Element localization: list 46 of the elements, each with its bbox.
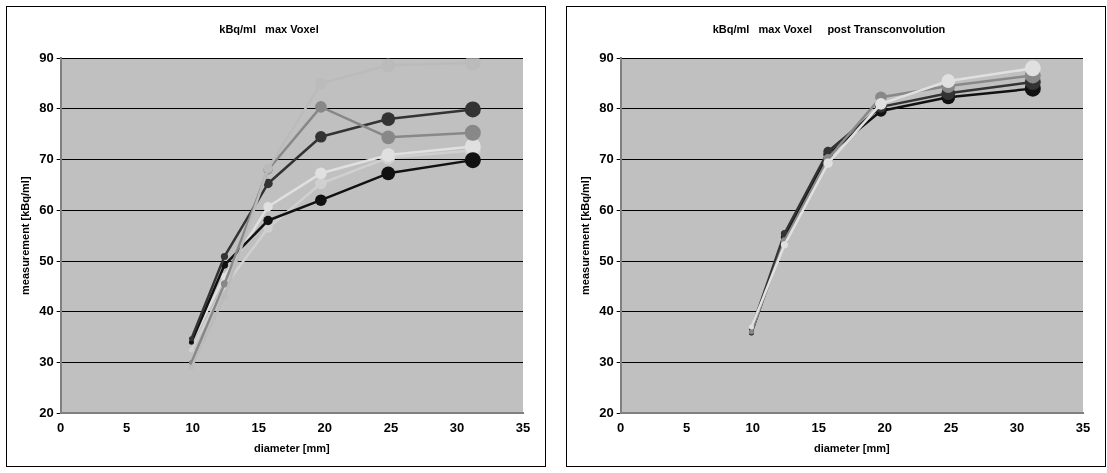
- y-tick-label: 80: [39, 100, 54, 116]
- x-tick-label: 5: [683, 419, 691, 435]
- y-tick-label: 20: [39, 404, 54, 420]
- point: [263, 202, 273, 212]
- point: [315, 131, 327, 143]
- x-axis-title: diameter [mm]: [813, 442, 891, 455]
- point: [263, 215, 273, 226]
- y-tick-label: 50: [599, 252, 614, 268]
- y-tick-label: 30: [39, 354, 54, 370]
- y-tick-label: 60: [599, 201, 614, 217]
- y-tick-label: 80: [599, 100, 614, 116]
- y-tick-label: 70: [39, 151, 54, 167]
- x-tick-label: 0: [617, 419, 625, 435]
- y-tick-label: 60: [39, 201, 54, 217]
- chart-title: kBq/ml max Voxel post Transconvolution: [712, 22, 946, 35]
- x-tick-label: 0: [57, 419, 65, 435]
- chart-title: kBq/ml max Voxel: [219, 22, 319, 35]
- x-tick-label: 20: [877, 419, 893, 435]
- y-tick-label: 70: [599, 151, 614, 167]
- x-tick-label: 15: [811, 419, 827, 435]
- x-tick-label: 35: [515, 419, 531, 435]
- y-tick-label: 90: [599, 49, 614, 65]
- x-tick-label: 25: [383, 419, 399, 435]
- y-tick-label: 30: [599, 354, 614, 370]
- x-tick-label: 15: [251, 419, 267, 435]
- point: [823, 158, 833, 168]
- point: [315, 101, 327, 113]
- x-tick-label: 10: [745, 419, 760, 435]
- x-tick-label: 20: [317, 419, 333, 435]
- x-tick-label: 5: [123, 419, 131, 435]
- y-axis-title: measurement [kBq/ml]: [578, 176, 591, 295]
- y-tick-label: 20: [599, 404, 614, 420]
- y-tick-label: 40: [39, 303, 54, 319]
- x-tick-label: 10: [185, 419, 200, 435]
- point: [315, 167, 327, 180]
- point: [263, 178, 273, 189]
- y-tick-label: 40: [599, 303, 614, 319]
- x-tick-label: 35: [1075, 419, 1091, 435]
- x-tick-label: 30: [1009, 419, 1025, 435]
- point: [315, 194, 327, 206]
- y-axis-title: measurement [kBq/ml]: [18, 176, 31, 295]
- y-tick-label: 50: [39, 252, 54, 268]
- x-tick-label: 25: [943, 419, 959, 435]
- x-axis-title: diameter [mm]: [253, 442, 331, 455]
- x-tick-label: 30: [449, 419, 465, 435]
- y-tick-label: 90: [39, 49, 54, 65]
